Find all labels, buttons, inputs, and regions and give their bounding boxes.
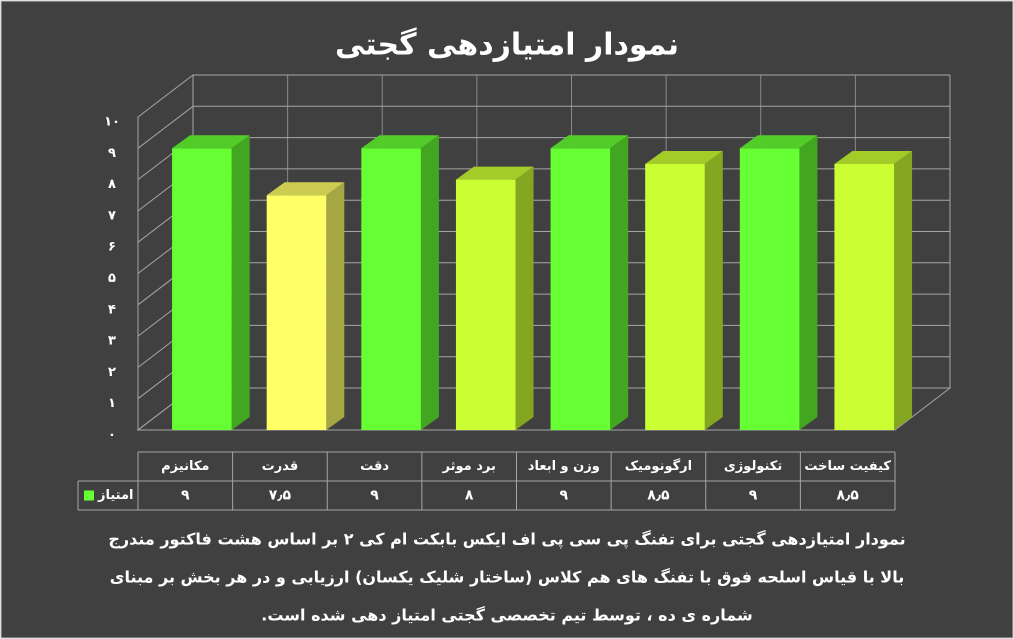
- bar-top: [739, 135, 818, 149]
- bar-side: [704, 150, 723, 430]
- bar: [550, 148, 611, 431]
- value-label: ۸: [465, 488, 474, 504]
- bar-top: [645, 150, 723, 164]
- bar-side: [420, 135, 439, 431]
- y-tick-label: ۷: [108, 208, 116, 223]
- grid-line: [137, 74, 950, 118]
- bar: [455, 179, 516, 430]
- bar: [739, 148, 800, 431]
- bar: [361, 148, 421, 431]
- x-tick-label: مکانیزم: [161, 459, 209, 474]
- value-label: ۹: [560, 488, 569, 504]
- bar-top: [266, 182, 345, 196]
- value-label: ۸٫۵: [837, 488, 860, 504]
- bar-top: [550, 135, 629, 149]
- bar-top: [455, 166, 534, 180]
- bar-side: [610, 135, 629, 431]
- bar-top: [834, 150, 913, 164]
- value-label: ۹: [181, 488, 190, 504]
- bar: [645, 163, 705, 430]
- y-tick-label: ۸: [108, 177, 116, 192]
- x-tick-label: ارگونومیک: [625, 458, 692, 474]
- legend-label: امتیاز: [97, 488, 133, 503]
- bar-side: [326, 182, 345, 430]
- bar-side: [515, 166, 534, 430]
- bar-side: [799, 135, 818, 431]
- value-label: ۷٫۵: [269, 488, 292, 504]
- y-tick-label: ۴: [108, 302, 116, 317]
- bar-top: [172, 135, 250, 149]
- y-tick-label: ۱: [108, 396, 116, 411]
- x-tick-label: کیفیت ساخت: [804, 459, 891, 474]
- bar-side: [894, 150, 913, 430]
- y-tick-label: ۶: [108, 240, 116, 255]
- value-label: ۹: [749, 488, 758, 504]
- bar: [266, 195, 327, 430]
- x-tick-label: وزن و ابعاد: [528, 459, 600, 474]
- y-tick-label: ۱۰: [104, 115, 120, 130]
- grid-line: [137, 105, 950, 149]
- y-tick-label: ۳: [108, 334, 116, 349]
- bar-side: [231, 135, 250, 431]
- bar-top: [361, 135, 439, 149]
- y-tick-label: ۵: [108, 271, 116, 286]
- bar: [172, 148, 232, 431]
- value-label: ۸٫۵: [647, 488, 670, 504]
- legend-swatch: [84, 490, 94, 501]
- y-tick-label: ۹: [108, 146, 116, 161]
- y-tick-label: ۲: [108, 365, 116, 380]
- x-tick-label: دقت: [360, 459, 389, 474]
- value-label: ۹: [370, 488, 379, 504]
- caption-line: نمودار امتیازدهی گجتی برای تفنگ پی سی پی…: [108, 530, 905, 550]
- caption-line: بالا با قیاس اسلحه فوق با تفنگ های هم کل…: [110, 568, 904, 587]
- bar: [834, 163, 895, 430]
- chart-title: نمودار امتیازدهی گجتی: [335, 27, 679, 63]
- caption-line: شماره ی ده ، توسط تیم تخصصی گجتی امتیاز …: [261, 606, 752, 625]
- x-tick-label: برد موثر: [442, 459, 496, 474]
- x-tick-label: قدرت: [262, 459, 299, 474]
- x-tick-label: تکنولوژی: [724, 459, 782, 474]
- y-tick-label: ۰: [108, 428, 116, 443]
